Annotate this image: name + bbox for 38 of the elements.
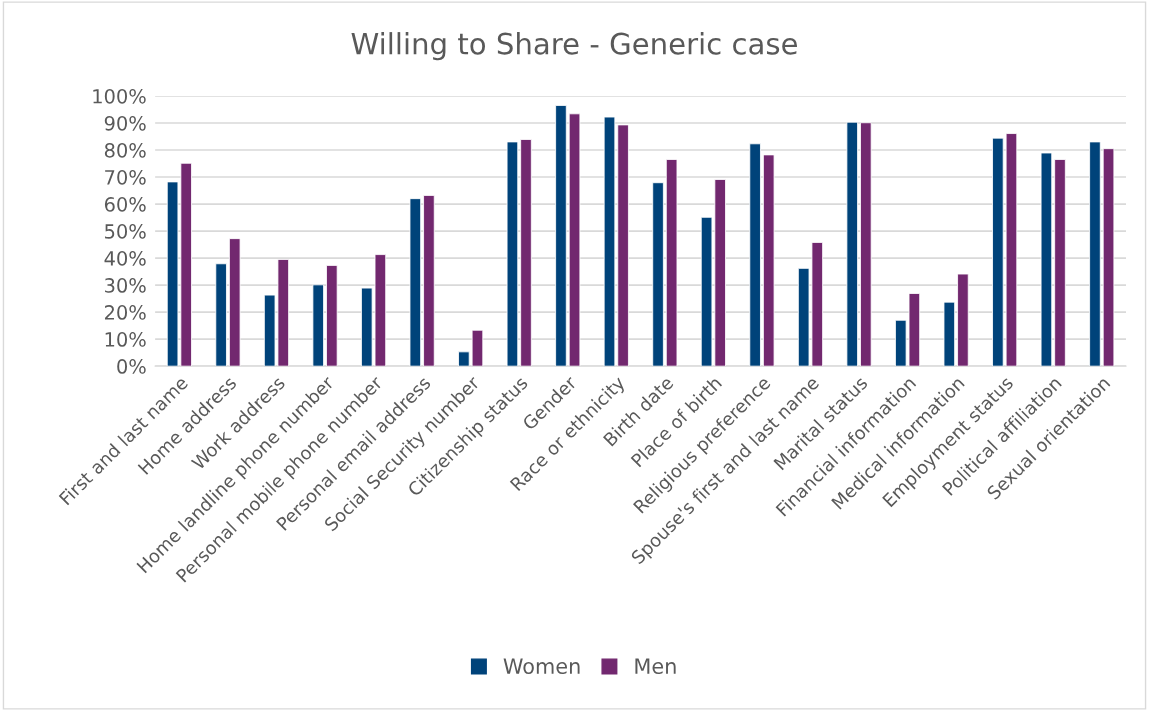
bar xyxy=(326,264,338,367)
bar xyxy=(1102,148,1115,367)
bar xyxy=(423,194,435,367)
bar xyxy=(228,238,241,367)
bar xyxy=(506,141,519,367)
y-tick-label: 90% xyxy=(104,115,146,131)
bar xyxy=(762,154,775,367)
bar xyxy=(617,124,629,367)
y-tick-label: 60% xyxy=(104,197,146,212)
bar xyxy=(1040,152,1053,367)
y-tick-label: 100% xyxy=(93,88,146,104)
y-tick-label: 50% xyxy=(105,224,146,239)
bar xyxy=(603,116,616,367)
bar xyxy=(652,182,664,367)
y-tick-label: 80% xyxy=(104,142,146,158)
y-tick-label: 0% xyxy=(117,359,146,374)
legend-label: Women xyxy=(503,658,580,674)
y-tick-label: 10% xyxy=(105,332,146,347)
chart-title: Willing to Share - Generic case xyxy=(351,32,797,61)
legend-label: Men xyxy=(635,658,676,674)
y-tick-label: 30% xyxy=(105,278,146,293)
bar xyxy=(846,121,858,367)
y-tick-label: 40% xyxy=(104,251,146,266)
bar xyxy=(749,143,761,367)
bar xyxy=(665,159,678,367)
bar xyxy=(1089,141,1101,367)
bar xyxy=(860,122,872,367)
y-tick-label: 20% xyxy=(104,305,146,320)
bar xyxy=(943,301,956,367)
y-tick-label: 70% xyxy=(105,169,146,185)
bar xyxy=(957,273,969,367)
bar xyxy=(409,198,422,367)
bar xyxy=(568,113,581,367)
bar xyxy=(520,139,532,367)
bar xyxy=(1054,159,1066,367)
bar xyxy=(215,263,227,367)
bar xyxy=(312,284,324,367)
bar xyxy=(555,105,567,367)
